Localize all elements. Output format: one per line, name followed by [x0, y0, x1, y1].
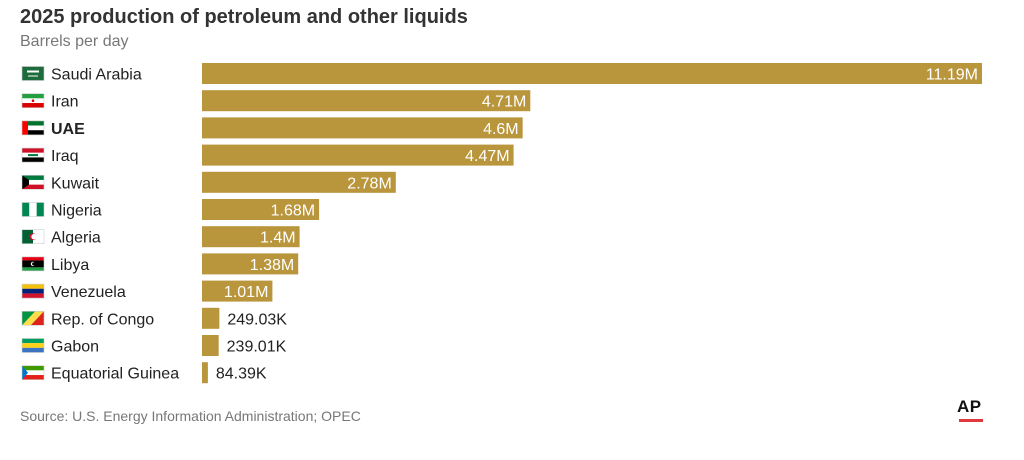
bar [202, 226, 300, 248]
bar-row-saudi-arabia: Saudi Arabia 11.19M [21, 63, 982, 84]
bar [202, 117, 523, 139]
category-label: Libya [51, 257, 89, 274]
bar-chart: Saudi Arabia 11.19M Iran 4.71M UAE 4.6M Iraq 4.… [21, 63, 982, 384]
bar-row-nigeria: Nigeria 1.68M [21, 199, 320, 220]
bar [202, 253, 299, 275]
uae-flag-icon [21, 120, 45, 136]
gabon-flag-icon [21, 338, 45, 353]
value-label: 4.6M [483, 121, 519, 138]
category-label: Equatorial Guinea [51, 366, 179, 383]
kuwait-flag-icon [21, 175, 45, 190]
chart-subtitle: Barrels per day [20, 33, 129, 50]
category-label: Saudi Arabia [51, 67, 142, 84]
bar-row-iraq: Iraq 4.47M [21, 144, 514, 166]
libya-flag-icon [21, 256, 45, 272]
bar-row-rep-of-congo: Rep. of Congo 249.03K [21, 307, 287, 329]
bar-row-uae: UAE 4.6M [21, 117, 523, 139]
bar-row-venezuela: Venezuela 1.01M [21, 280, 273, 302]
saudi-arabia-flag-icon [21, 66, 45, 81]
ap-logo-text: AP [957, 397, 982, 416]
value-label: 4.71M [482, 94, 526, 111]
source-note: Source: U.S. Energy Information Administ… [20, 408, 361, 424]
value-label: 2.78M [347, 175, 391, 192]
category-label: Iraq [51, 148, 79, 165]
bar [202, 280, 273, 302]
category-label: Rep. of Congo [51, 311, 154, 328]
category-label: Kuwait [51, 175, 100, 192]
bar-row-algeria: Algeria 1.4M [21, 226, 300, 248]
bar [202, 144, 514, 166]
value-label: 1.38M [250, 257, 294, 274]
ap-logo: AP [957, 398, 987, 422]
value-label: 1.68M [271, 203, 315, 220]
algeria-flag-icon [21, 229, 45, 244]
bar [202, 335, 219, 356]
iran-flag-icon [21, 93, 45, 108]
equatorial-guinea-flag-icon [21, 365, 45, 381]
bar-row-iran: Iran 4.71M [21, 90, 531, 112]
bar [202, 307, 220, 329]
category-label: Gabon [51, 339, 99, 356]
iraq-flag-icon [21, 147, 45, 163]
bar [202, 63, 982, 84]
nigeria-flag-icon [21, 202, 45, 217]
ap-logo-underline [959, 419, 983, 422]
congo-flag-icon [21, 310, 45, 326]
bar [202, 199, 320, 220]
category-label: Iran [51, 94, 79, 111]
category-label: Algeria [51, 230, 101, 247]
bar-row-gabon: Gabon 239.01K [21, 335, 287, 356]
category-label: Nigeria [51, 203, 102, 220]
value-label: 4.47M [465, 148, 509, 165]
bar-row-libya: Libya 1.38M [21, 253, 299, 275]
value-label: 11.19M [926, 67, 978, 84]
value-label: 249.03K [227, 311, 287, 328]
bar [202, 171, 396, 193]
bar [202, 90, 531, 112]
category-label: Venezuela [51, 284, 126, 301]
bar-row-equatorial-guinea: Equatorial Guinea 84.39K [21, 362, 267, 384]
value-label: 1.4M [260, 230, 296, 247]
value-label: 1.01M [224, 284, 268, 301]
value-label: 239.01K [227, 339, 287, 356]
value-label: 84.39K [216, 366, 267, 383]
bar-row-kuwait: Kuwait 2.78M [21, 171, 396, 193]
bar [202, 362, 208, 384]
chart-title: 2025 production of petroleum and other l… [20, 6, 468, 28]
venezuela-flag-icon [21, 283, 45, 299]
category-label: UAE [51, 121, 85, 138]
